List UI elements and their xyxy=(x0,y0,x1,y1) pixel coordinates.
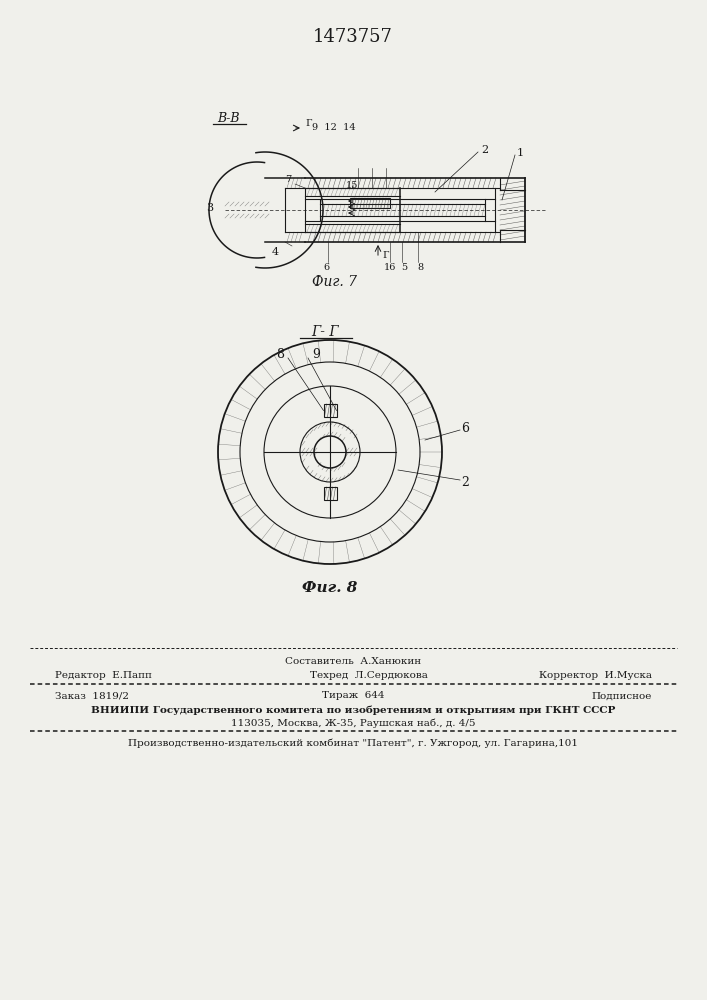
Text: 8: 8 xyxy=(276,348,284,360)
Text: В-В: В-В xyxy=(217,111,239,124)
Text: Техред  Л.Сердюкова: Техред Л.Сердюкова xyxy=(310,670,428,680)
Text: 3: 3 xyxy=(206,203,214,213)
Text: Фиг. 8: Фиг. 8 xyxy=(303,581,358,595)
Bar xyxy=(350,198,390,208)
Text: Составитель  А.Ханюкин: Составитель А.Ханюкин xyxy=(285,658,421,666)
Text: Производственно-издательский комбинат "Патент", г. Ужгород, ул. Гагарина,101: Производственно-издательский комбинат "П… xyxy=(128,738,578,748)
Text: Г- Г: Г- Г xyxy=(311,325,339,339)
Text: 7: 7 xyxy=(285,176,291,184)
Text: Подписное: Подписное xyxy=(592,692,652,700)
Text: ВНИИПИ Государственного комитета по изобретениям и открытиям при ГКНТ СССР: ВНИИПИ Государственного комитета по изоб… xyxy=(90,705,615,715)
Text: 6: 6 xyxy=(461,422,469,434)
Text: Г: Г xyxy=(305,119,312,128)
Text: Корректор  И.Муска: Корректор И.Муска xyxy=(539,670,652,680)
Text: 1: 1 xyxy=(517,148,524,158)
Text: 6: 6 xyxy=(323,262,329,271)
Text: Г: Г xyxy=(382,250,389,259)
Text: 1473757: 1473757 xyxy=(313,28,393,46)
Bar xyxy=(324,404,337,417)
Text: 16: 16 xyxy=(384,262,396,271)
Text: Тираж  644: Тираж 644 xyxy=(322,692,384,700)
Text: Заказ  1819/2: Заказ 1819/2 xyxy=(55,692,129,700)
Text: 5: 5 xyxy=(401,262,407,271)
Text: Фиг. 7: Фиг. 7 xyxy=(312,275,358,289)
Text: 8: 8 xyxy=(417,262,423,271)
Text: 9: 9 xyxy=(312,348,320,360)
Text: 4: 4 xyxy=(271,247,279,257)
Text: 9  12  14: 9 12 14 xyxy=(312,123,356,132)
Text: 15: 15 xyxy=(346,180,358,190)
Bar xyxy=(324,487,337,500)
Text: Редактор  Е.Папп: Редактор Е.Папп xyxy=(55,670,152,680)
Text: 2: 2 xyxy=(461,476,469,488)
Text: 2: 2 xyxy=(481,145,488,155)
Text: 113035, Москва, Ж-35, Раушская наб., д. 4/5: 113035, Москва, Ж-35, Раушская наб., д. … xyxy=(230,718,475,728)
